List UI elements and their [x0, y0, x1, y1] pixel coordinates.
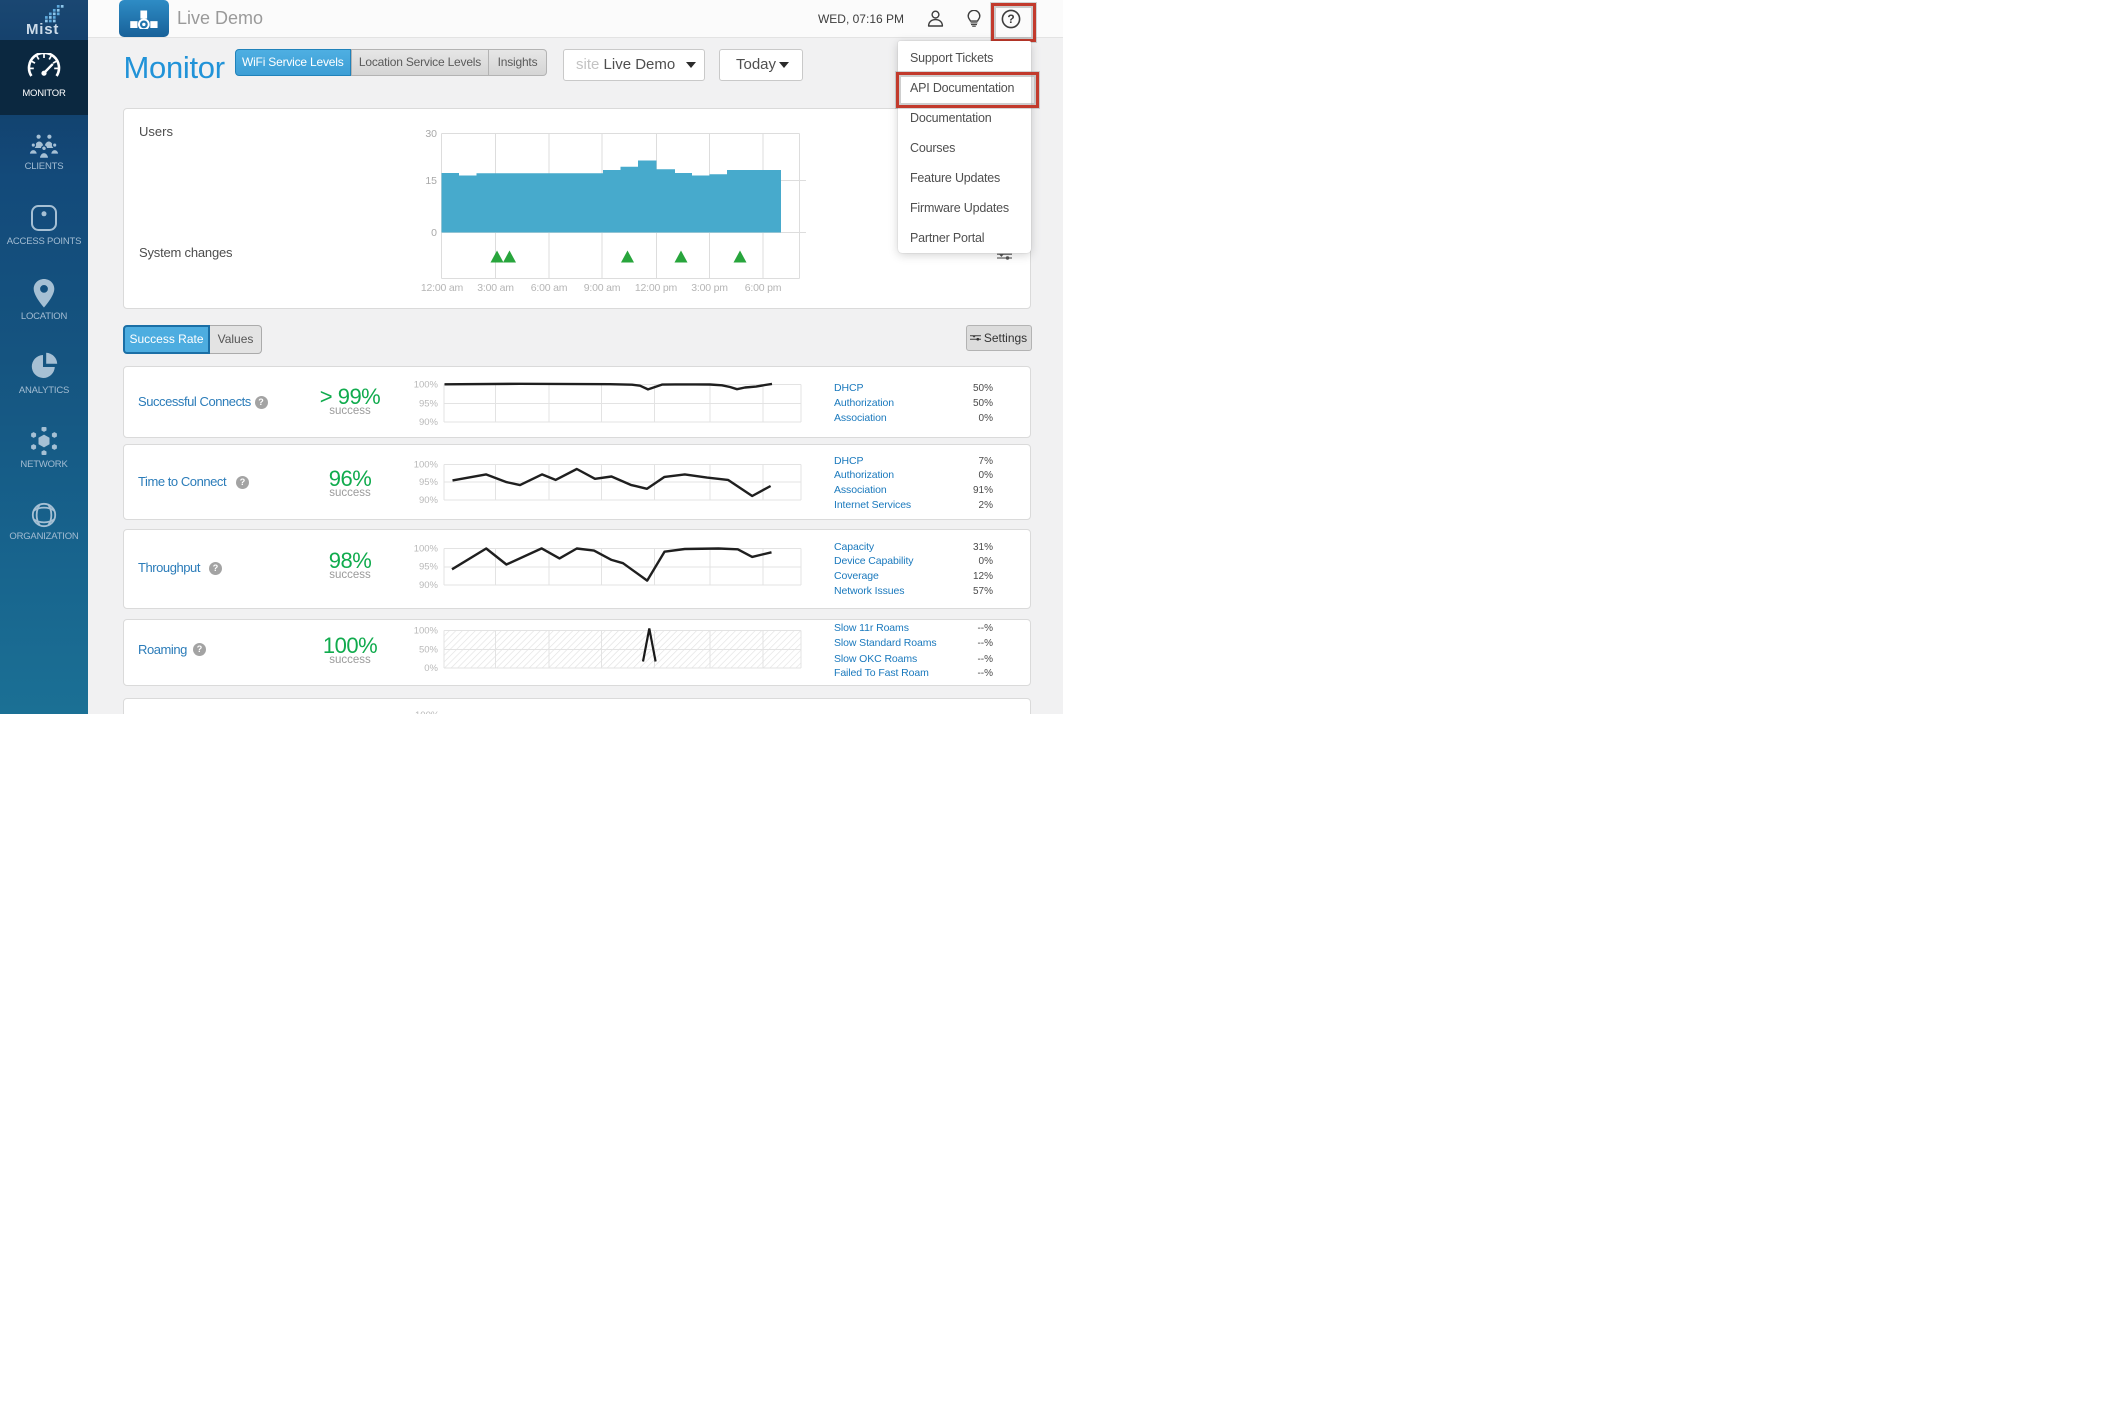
- svg-text:3:00 am: 3:00 am: [477, 282, 514, 294]
- svg-text:90%: 90%: [419, 580, 439, 591]
- svg-text:12:00 pm: 12:00 pm: [635, 282, 678, 294]
- svg-text:15: 15: [425, 175, 437, 187]
- svg-text:12:00 am: 12:00 am: [421, 282, 464, 294]
- svg-text:6:00 am: 6:00 am: [531, 282, 568, 294]
- svg-text:100%: 100%: [414, 544, 439, 555]
- svg-text:100%: 100%: [414, 626, 439, 637]
- svg-text:90%: 90%: [419, 417, 439, 428]
- svg-text:0: 0: [431, 227, 437, 239]
- svg-text:6:00 pm: 6:00 pm: [745, 282, 782, 294]
- svg-text:95%: 95%: [419, 399, 439, 410]
- svg-text:?: ?: [1007, 12, 1014, 26]
- svg-text:50%: 50%: [419, 645, 439, 656]
- svg-text:95%: 95%: [419, 562, 439, 573]
- svg-text:3:00 pm: 3:00 pm: [691, 282, 728, 294]
- svg-text:9:00 am: 9:00 am: [584, 282, 621, 294]
- svg-text:30: 30: [425, 128, 437, 140]
- svg-text:0%: 0%: [424, 663, 438, 674]
- svg-text:100%: 100%: [414, 380, 439, 391]
- svg-text:100%: 100%: [414, 460, 439, 471]
- svg-text:95%: 95%: [419, 477, 439, 488]
- svg-text:90%: 90%: [419, 495, 439, 506]
